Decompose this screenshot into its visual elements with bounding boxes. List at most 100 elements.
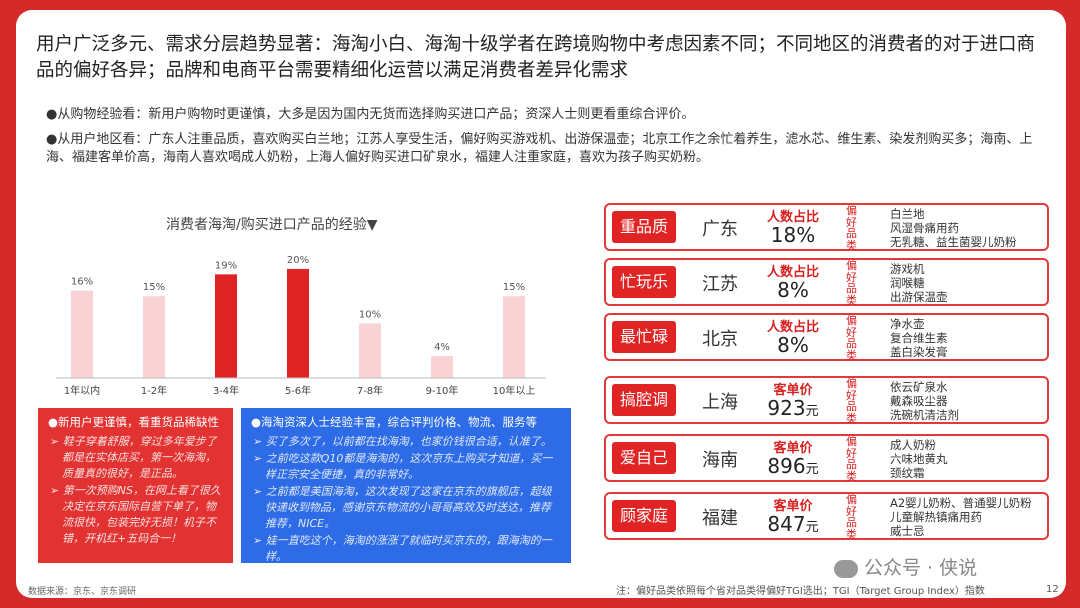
metric-label: 人数占比	[766, 320, 819, 335]
new-user-box: ●新用户更谨慎，看重货品稀缺性 鞋子穿着舒服，穿过多年爱步了都是在实体店买，第一…	[38, 408, 233, 563]
bar-value-label: 20%	[287, 255, 309, 266]
preference-item: 成人奶粉	[890, 438, 936, 452]
chart-title: 消费者海淘/购买进口产品的经验▼	[166, 217, 378, 233]
bar	[359, 323, 381, 378]
slide-title: 用户广泛多元、需求分层趋势显著：海淘小白、海淘十级学者在跨境购物中考虑因素不同；…	[36, 34, 1036, 81]
bar-value-label: 15%	[503, 282, 525, 293]
x-tick-label: 3-4年	[213, 384, 239, 397]
region-name: 福建	[702, 508, 738, 529]
review-quote: 第一次预购NS，在网上看了很久决定在京东国际自营下单了，物流很快，包装完好无损！…	[62, 483, 223, 547]
watermark-text: 公众号 · 侠说	[864, 557, 978, 579]
metric-label: 客单价	[773, 383, 813, 398]
metric-value: 8%	[758, 333, 828, 357]
x-tick-label: 1年以内	[64, 384, 100, 397]
bullet-list: ●从购物经验看：新用户购物时更谨慎，大多是因为国内无货而选择购买进口产品；资深人…	[46, 106, 1036, 174]
preference-item: 润喉糖	[890, 276, 925, 290]
experience-bar-chart: 16% 1年以内 15% 1-2年 19% 3-4年 20% 5-6年 10% 7-8年 4% 9-1…	[56, 255, 546, 397]
preference-label: 偏好品类	[846, 493, 857, 541]
metric-value: 8%	[758, 278, 828, 302]
region-row-jiangsu: 忙玩乐 江苏 人数占比 8% 偏好品类 游戏机 润喉糖 出游保温壶	[604, 258, 1049, 306]
preference-item: 净水壶	[890, 317, 925, 331]
expert-user-box: ●海淘资深人士经验丰富，综合评判价格、物流、服务等 买了多次了，以前都在找海淘，…	[241, 408, 571, 563]
metric-unit: 元	[805, 462, 819, 477]
preference-items: 白兰地 风湿骨痛用药 无乳糖、益生菌婴儿奶粉	[890, 207, 1017, 249]
metric-label: 人数占比	[766, 210, 819, 225]
data-source: 数据来源：京东、京东调研	[28, 587, 137, 597]
x-tick-label: 10年以上	[493, 384, 536, 397]
bar	[431, 356, 453, 378]
metric-value: 847元	[758, 512, 828, 536]
wechat-icon	[834, 559, 858, 578]
region-row-hainan: 爱自己 海南 客单价 896元 偏好品类 成人奶粉 六味地黄丸 颈纹霜	[604, 434, 1049, 482]
x-tick-label: 5-6年	[285, 384, 311, 397]
preference-label: 偏好品类	[846, 204, 857, 252]
bar	[503, 296, 525, 378]
preference-item: 六味地黄丸	[890, 452, 948, 466]
region-row-beijing: 最忙碌 北京 人数占比 8% 偏好品类 净水壶 复合维生素 盖白染发膏	[604, 313, 1049, 361]
region-row-guangdong: 重品质 广东 人数占比 18% 偏好品类 白兰地 风湿骨痛用药 无乳糖、益生菌婴…	[604, 203, 1049, 251]
preference-item: 儿童解热镇痛用药	[890, 510, 982, 524]
preference-item: 游戏机	[890, 262, 925, 276]
bar	[215, 274, 237, 378]
x-tick-label: 7-8年	[357, 384, 383, 397]
preference-items: 净水壶 复合维生素 盖白染发膏	[890, 317, 948, 359]
review-quote: 娃一直吃这个，海淘的涨涨了就临时买京东的，跟海淘的一样。	[265, 533, 561, 565]
metric-number: 18%	[770, 223, 816, 247]
preference-item: 无乳糖、益生菌婴儿奶粉	[890, 235, 1017, 249]
region-tag: 最忙碌	[612, 321, 676, 353]
x-tick-label: 9-10年	[426, 384, 459, 397]
region-tag: 搞腔调	[612, 384, 676, 416]
preference-item: 盖白染发膏	[890, 345, 948, 359]
preference-label: 偏好品类	[846, 314, 857, 362]
metric-label: 客单价	[773, 441, 813, 456]
page-number: 12	[1046, 584, 1059, 595]
region-tag: 顾家庭	[612, 500, 676, 532]
watermark: 公众号 · 侠说	[834, 553, 977, 580]
preference-item: 出游保温壶	[890, 290, 948, 304]
metric-value: 923元	[758, 396, 828, 420]
bar-value-label: 19%	[215, 260, 237, 271]
new-user-box-head: ●新用户更谨慎，看重货品稀缺性	[48, 415, 220, 429]
preference-item: 颈纹霜	[890, 466, 925, 480]
preference-label: 偏好品类	[846, 377, 857, 425]
metric-number: 8%	[777, 333, 809, 357]
preference-items: 成人奶粉 六味地黄丸 颈纹霜	[890, 438, 948, 480]
slide: 用户广泛多元、需求分层趋势显著：海淘小白、海淘十级学者在跨境购物中考虑因素不同；…	[16, 10, 1066, 598]
bar	[71, 290, 93, 378]
preference-item: 戴森吸尘器	[890, 394, 948, 408]
metric-number: 8%	[777, 278, 809, 302]
review-quote: 鞋子穿着舒服，穿过多年爱步了都是在实体店买，第一次海淘，质量真的很好，是正品。	[62, 434, 223, 482]
metric-unit: 元	[805, 520, 819, 535]
preference-item: 威士忌	[890, 524, 925, 538]
x-tick-label: 1-2年	[141, 384, 167, 397]
bar-value-label: 4%	[434, 342, 450, 353]
metric-number: 923	[767, 396, 806, 420]
preference-item: A2婴儿奶粉、普通婴儿奶粉	[890, 496, 1032, 510]
bar-value-label: 10%	[359, 309, 381, 320]
region-name: 广东	[702, 219, 738, 240]
region-tag: 爱自己	[612, 442, 676, 474]
preference-item: 洗碗机清洁剂	[890, 408, 959, 422]
metric-label: 客单价	[773, 499, 813, 514]
bar	[287, 268, 309, 378]
preference-item: 依云矿泉水	[890, 380, 948, 394]
review-quote: 之前都是美国海淘，这次发现了这家在京东的旗舰店，超级快递收到物品，感谢京东物流的…	[265, 484, 561, 532]
metric-value: 896元	[758, 454, 828, 478]
region-row-shanghai: 搞腔调 上海 客单价 923元 偏好品类 依云矿泉水 戴森吸尘器 洗碗机清洁剂	[604, 376, 1049, 424]
metric-unit: 元	[805, 404, 819, 419]
footnote: 注：偏好品类依照每个省对品类得偏好TGI选出；TGI（Target Group …	[616, 586, 985, 597]
preference-items: A2婴儿奶粉、普通婴儿奶粉 儿童解热镇痛用药 威士忌	[890, 496, 1032, 538]
preference-label: 偏好品类	[846, 259, 857, 307]
bullet-experience: ●从购物经验看：新用户购物时更谨慎，大多是因为国内无货而选择购买进口产品；资深人…	[46, 107, 695, 122]
metric-number: 896	[767, 454, 806, 478]
preference-item: 复合维生素	[890, 331, 948, 345]
preference-item: 白兰地	[890, 207, 925, 221]
metric-number: 847	[767, 512, 806, 536]
region-name: 江苏	[702, 274, 738, 295]
preference-items: 依云矿泉水 戴森吸尘器 洗碗机清洁剂	[890, 380, 959, 422]
preference-item: 风湿骨痛用药	[890, 221, 959, 235]
metric-value: 18%	[758, 223, 828, 247]
region-tag: 重品质	[612, 211, 676, 243]
region-name: 北京	[702, 329, 738, 350]
bullet-region: ●从用户地区看：广东人注重品质，喜欢购买白兰地；江苏人享受生活，偏好购买游戏机、…	[46, 132, 1033, 165]
